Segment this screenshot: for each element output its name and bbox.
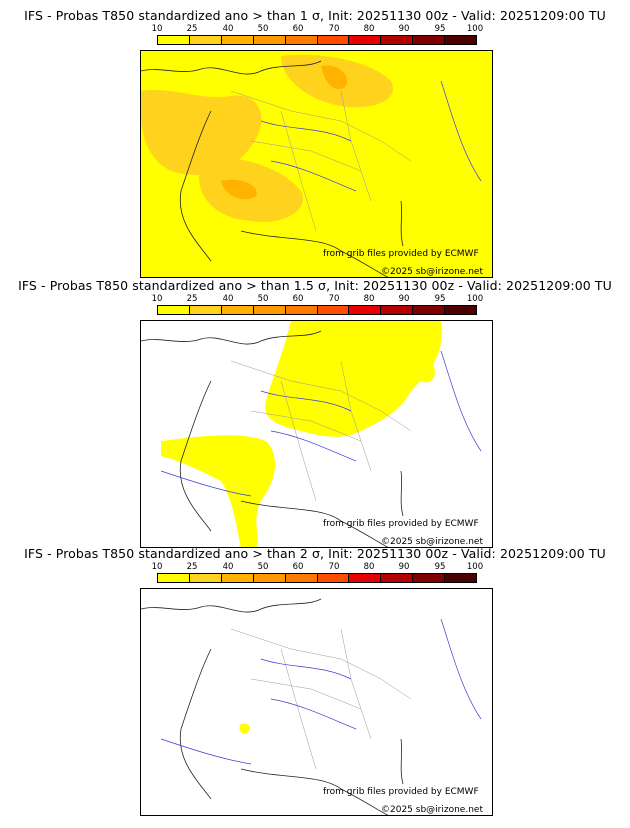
colorbar-tick: 40 [222,24,234,34]
colorbar [157,35,477,45]
colorbar [157,573,477,583]
map-area: from grib files provided by ECMWF ©2025 … [140,320,493,548]
copyright-credit: ©2025 sb@irizone.net [381,537,483,547]
colorbar-tick: 100 [466,294,484,304]
colorbar-tick: 95 [434,24,446,34]
copyright-credit: ©2025 sb@irizone.net [381,267,483,277]
colorbar-tick: 80 [363,562,375,572]
colorbar-tick: 100 [466,562,484,572]
colorbar-tick: 95 [434,562,446,572]
colorbar-ticks: 10 25 40 50 60 70 80 90 95 100 [152,294,484,304]
colorbar-swatch [445,574,477,582]
panel-title: IFS - Probas T850 standardized ano > tha… [24,8,606,23]
map-area: from grib files provided by ECMWF ©2025 … [140,50,493,278]
colorbar-ticks: 10 25 40 50 60 70 80 90 95 100 [152,24,484,34]
colorbar-tick: 90 [398,294,410,304]
probability-fill-low [161,435,276,547]
colorbar-swatch [413,36,446,44]
colorbar-tick: 70 [328,294,340,304]
probability-fill-low [411,358,435,383]
colorbar-tick: 70 [328,24,340,34]
rivers [260,80,482,192]
colorbar-tick: 60 [292,562,304,572]
colorbar-tick: 60 [292,24,304,34]
colorbar-tick: 50 [257,294,269,304]
map-canvas [141,321,492,547]
rivers [160,350,482,497]
colorbar-ticks: 10 25 40 50 60 70 80 90 95 100 [152,562,484,572]
map-background [141,589,492,815]
colorbar-swatch [317,306,350,314]
probability-fill-high [321,65,347,90]
map-panel-1-5sigma: IFS - Probas T850 standardized ano > tha… [0,272,630,548]
colorbar-tick: 50 [257,24,269,34]
colorbar-swatch [413,306,446,314]
colorbar-swatch [158,36,190,44]
colorbar [157,305,477,315]
colorbar-swatch [158,574,190,582]
colorbar-swatch [189,306,222,314]
coastlines [141,60,404,277]
probability-fill-low [239,723,250,734]
colorbar-swatch [221,306,254,314]
map-panel-1sigma: IFS - Probas T850 standardized ano > tha… [0,2,630,278]
colorbar-swatch [381,306,414,314]
colorbar-swatch [381,36,414,44]
colorbar-swatch [253,36,286,44]
colorbar-tick: 10 [151,562,163,572]
colorbar-swatch [317,574,350,582]
colorbar-tick: 40 [222,294,234,304]
colorbar-swatch [221,36,254,44]
colorbar-tick: 80 [363,294,375,304]
colorbar-tick: 90 [398,24,410,34]
panel-title: IFS - Probas T850 standardized ano > tha… [18,278,612,293]
colorbar-swatch [349,36,382,44]
colorbar-tick: 70 [328,562,340,572]
colorbar-tick: 10 [151,294,163,304]
colorbar-tick: 95 [434,294,446,304]
colorbar-swatch [381,574,414,582]
colorbar-swatch [189,574,222,582]
data-source-credit: from grib files provided by ECMWF [323,787,479,797]
colorbar-swatch [221,574,254,582]
colorbar-swatch [285,574,318,582]
probability-fill-mid [141,89,262,175]
colorbar-swatch [445,36,477,44]
probability-fill-high [221,179,257,200]
colorbar-swatch [158,306,190,314]
probability-fill-low [376,169,492,277]
copyright-credit: ©2025 sb@irizone.net [381,805,483,815]
probability-fill-low [265,321,442,437]
colorbar-swatch [317,36,350,44]
coastlines [141,598,404,815]
colorbar-swatch [253,306,286,314]
map-area: from grib files provided by ECMWF ©2025 … [140,588,493,816]
colorbar-tick: 100 [466,24,484,34]
colorbar-tick: 50 [257,562,269,572]
data-source-credit: from grib files provided by ECMWF [323,519,479,529]
colorbar-swatch [253,574,286,582]
map-canvas [141,589,492,815]
colorbar-tick: 60 [292,294,304,304]
map-panel-2sigma: IFS - Probas T850 standardized ano > tha… [0,540,630,816]
colorbar-swatch [285,36,318,44]
colorbar-tick: 25 [186,562,198,572]
colorbar-tick: 80 [363,24,375,34]
colorbar-tick: 25 [186,24,198,34]
map-canvas [141,51,492,277]
colorbar-swatch [349,574,382,582]
panel-title: IFS - Probas T850 standardized ano > tha… [24,546,606,561]
colorbar-swatch [189,36,222,44]
colorbar-swatch [445,306,477,314]
colorbar-swatch [349,306,382,314]
colorbar-tick: 90 [398,562,410,572]
colorbar-swatch [285,306,318,314]
colorbar-tick: 10 [151,24,163,34]
coastlines [141,330,404,547]
rivers [160,618,482,765]
data-source-credit: from grib files provided by ECMWF [323,249,479,259]
colorbar-swatch [413,574,446,582]
colorbar-tick: 40 [222,562,234,572]
colorbar-tick: 25 [186,294,198,304]
